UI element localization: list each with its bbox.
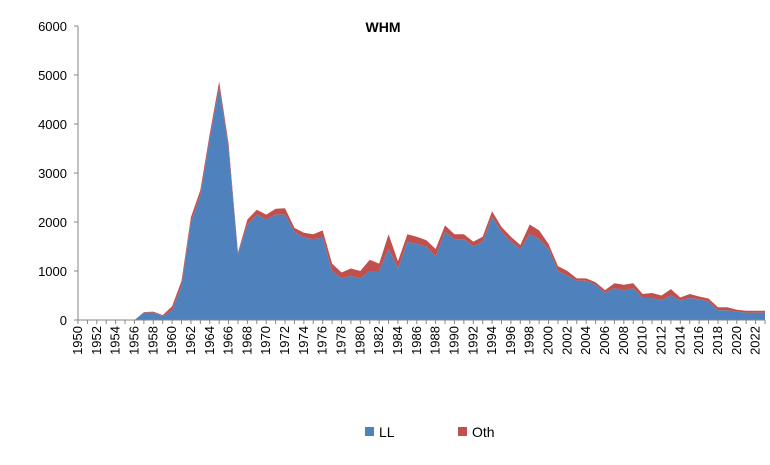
x-tick-label: 1956	[126, 326, 141, 355]
x-tick-label: 1998	[522, 326, 537, 355]
x-tick-label: 2018	[710, 326, 725, 355]
x-tick-label: 2000	[541, 326, 556, 355]
x-tick-label: 1994	[484, 326, 499, 355]
x-tick-label: 1976	[315, 326, 330, 355]
y-tick-label: 0	[60, 313, 67, 328]
x-tick-label: 2004	[578, 326, 593, 355]
x-tick-label: 1982	[371, 326, 386, 355]
chart-title: WHM	[366, 19, 401, 35]
series-area-oth	[78, 81, 765, 321]
x-tick-label: 1996	[503, 326, 518, 355]
legend-label-oth: Oth	[472, 424, 495, 440]
x-tick-label: 2022	[748, 326, 763, 355]
y-tick-label: 3000	[38, 166, 67, 181]
x-tick-label: 1986	[409, 326, 424, 355]
x-tick-label: 1960	[164, 326, 179, 355]
y-tick-labels: 0 1000 2000 3000 4000 5000 6000	[38, 19, 67, 328]
x-tick-label: 2020	[729, 326, 744, 355]
x-tick-label: 1966	[221, 326, 236, 355]
x-tick-label: 2002	[559, 326, 574, 355]
x-tick-label: 2014	[672, 326, 687, 355]
x-tick-label: 2008	[616, 326, 631, 355]
x-tick-label: 1978	[334, 326, 349, 355]
x-tick-label: 1970	[258, 326, 273, 355]
legend-swatch-oth	[458, 427, 467, 436]
y-tick-label: 4000	[38, 117, 67, 132]
x-tick-label: 1950	[70, 326, 85, 355]
x-tick-label: 1972	[277, 326, 292, 355]
x-tick-label: 1992	[465, 326, 480, 355]
x-tick-label: 2016	[691, 326, 706, 355]
y-tick-label: 5000	[38, 68, 67, 83]
x-tick-label: 1954	[108, 326, 123, 355]
y-tick-label: 1000	[38, 264, 67, 279]
legend-label-ll: LL	[379, 424, 395, 440]
x-tick-label: 2006	[597, 326, 612, 355]
x-tick-label: 1990	[446, 326, 461, 355]
x-tick-label: 1980	[352, 326, 367, 355]
legend-swatch-ll	[365, 427, 374, 436]
x-tick-label: 1984	[390, 326, 405, 355]
y-tick-label: 2000	[38, 215, 67, 230]
x-tick-label: 1988	[428, 326, 443, 355]
x-tick-label: 1958	[145, 326, 160, 355]
x-tick-label: 1962	[183, 326, 198, 355]
series-area-ll	[78, 87, 765, 320]
x-tick-label: 1952	[89, 326, 104, 355]
x-tick-label: 1974	[296, 326, 311, 355]
x-tick-labels: 1950 1952 1954 1956 1958 1960 1962 1964 1966 1968…	[70, 326, 763, 355]
x-tick-label: 2010	[635, 326, 650, 355]
axes	[74, 25, 766, 324]
x-tick-label: 1964	[202, 326, 217, 355]
stacked-areas	[78, 81, 765, 321]
x-tick-label: 2012	[653, 326, 668, 355]
x-tick-label: 1968	[239, 326, 254, 355]
y-tick-label: 6000	[38, 19, 67, 34]
legend: LL Oth	[365, 424, 495, 440]
